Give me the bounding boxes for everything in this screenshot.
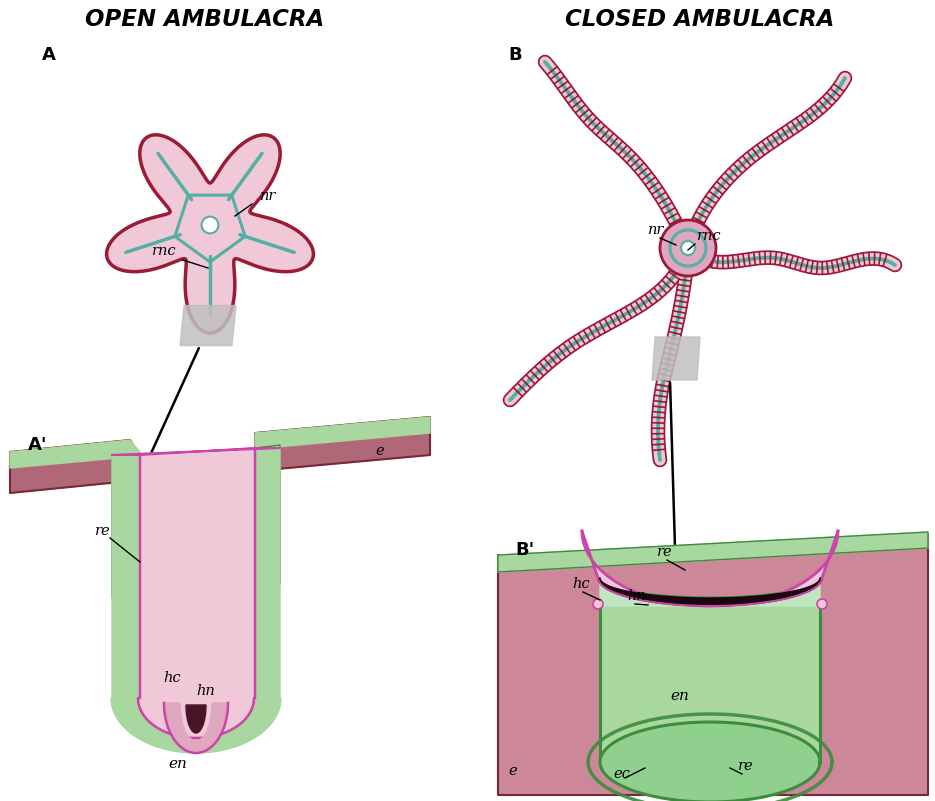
Polygon shape <box>255 417 430 448</box>
Text: A': A' <box>28 436 48 454</box>
Polygon shape <box>112 455 140 598</box>
Text: rnc: rnc <box>697 229 722 243</box>
Polygon shape <box>10 440 140 464</box>
Circle shape <box>593 599 603 609</box>
Text: hc: hc <box>572 577 590 591</box>
Text: re: re <box>95 524 110 538</box>
Polygon shape <box>138 448 255 738</box>
Text: hn: hn <box>627 589 646 603</box>
Polygon shape <box>498 532 928 572</box>
Text: e: e <box>375 444 383 458</box>
Polygon shape <box>255 432 430 471</box>
Polygon shape <box>652 337 700 380</box>
Polygon shape <box>255 445 280 588</box>
Text: CLOSED AMBULACRA: CLOSED AMBULACRA <box>566 8 835 31</box>
Polygon shape <box>600 578 820 606</box>
Text: B: B <box>508 46 522 64</box>
Text: A: A <box>42 46 56 64</box>
Text: hc: hc <box>163 671 180 685</box>
Polygon shape <box>107 135 313 333</box>
Text: nr: nr <box>648 223 665 237</box>
Polygon shape <box>111 448 281 753</box>
Text: hn: hn <box>196 684 215 698</box>
Text: nr: nr <box>260 189 277 203</box>
Polygon shape <box>255 417 430 445</box>
Circle shape <box>660 220 716 276</box>
Circle shape <box>681 241 695 255</box>
Polygon shape <box>112 448 280 455</box>
Text: en: en <box>670 689 689 703</box>
Polygon shape <box>164 703 228 753</box>
Polygon shape <box>498 535 928 795</box>
Polygon shape <box>600 722 820 801</box>
Polygon shape <box>180 305 236 345</box>
Text: re: re <box>657 545 672 559</box>
Circle shape <box>817 599 827 609</box>
Text: e: e <box>508 764 517 778</box>
Circle shape <box>202 216 219 233</box>
Polygon shape <box>598 578 822 606</box>
Polygon shape <box>10 440 140 467</box>
Polygon shape <box>582 531 838 606</box>
Text: rnc: rnc <box>152 244 177 258</box>
Text: ec: ec <box>613 767 630 781</box>
Polygon shape <box>186 705 206 733</box>
Polygon shape <box>10 452 140 468</box>
Text: B': B' <box>515 541 534 559</box>
Polygon shape <box>600 606 820 762</box>
Polygon shape <box>255 429 430 449</box>
Text: re: re <box>738 759 754 773</box>
Text: OPEN AMBULACRA: OPEN AMBULACRA <box>85 8 324 31</box>
Polygon shape <box>10 455 140 493</box>
Text: en: en <box>168 757 187 771</box>
